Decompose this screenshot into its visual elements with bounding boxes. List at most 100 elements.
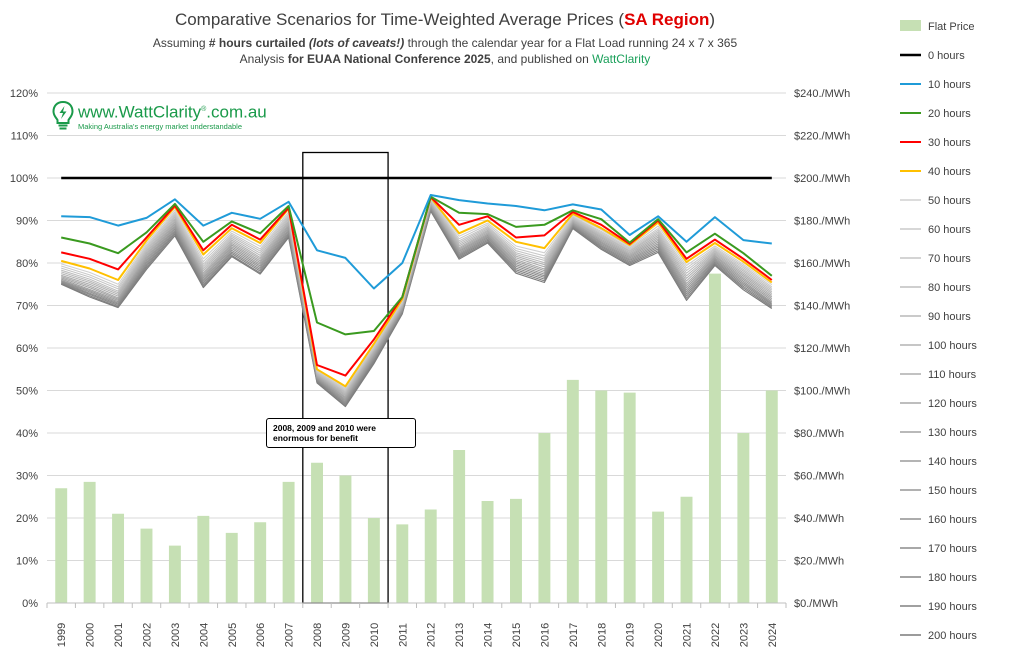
legend-label-120-hours: 120 hours bbox=[928, 398, 977, 410]
x-tick-label: 2015 bbox=[511, 623, 523, 647]
right-tick-label: $120./MWh bbox=[794, 343, 850, 355]
left-tick-label: 60% bbox=[16, 343, 38, 355]
right-tick-label: $180./MWh bbox=[794, 216, 850, 228]
x-tick-label: 2000 bbox=[85, 623, 97, 647]
bar bbox=[396, 524, 409, 603]
bar bbox=[140, 528, 153, 603]
left-tick-label: 20% bbox=[16, 513, 38, 525]
x-tick-label: 2002 bbox=[141, 623, 153, 647]
right-tick-label: $220./MWh bbox=[794, 131, 850, 143]
bar bbox=[481, 501, 494, 603]
bar bbox=[339, 475, 352, 603]
x-tick-label: 2006 bbox=[255, 623, 267, 647]
bar bbox=[708, 273, 721, 603]
legend-label-90-hours: 90 hours bbox=[928, 311, 971, 323]
bar bbox=[367, 518, 380, 603]
legend-label-170-hours: 170 hours bbox=[928, 543, 977, 555]
legend-label-20-hours: 20 hours bbox=[928, 108, 971, 120]
bar bbox=[595, 390, 608, 603]
right-tick-label: $100./MWh bbox=[794, 386, 850, 398]
x-tick-label: 2019 bbox=[625, 623, 637, 647]
wattclarity-logo: www.WattClarity®.com.au Making Australia… bbox=[52, 101, 267, 132]
x-tick-label: 2008 bbox=[312, 623, 324, 647]
bar bbox=[254, 522, 267, 603]
bar bbox=[83, 481, 96, 603]
right-tick-label: $40./MWh bbox=[794, 513, 844, 525]
x-tick-label: 2009 bbox=[340, 623, 352, 647]
x-tick-label: 2005 bbox=[227, 623, 239, 647]
x-tick-label: 2016 bbox=[539, 623, 551, 647]
bar bbox=[453, 450, 466, 603]
x-tick-label: 2023 bbox=[738, 623, 750, 647]
bar bbox=[623, 392, 636, 603]
left-tick-label: 120% bbox=[10, 88, 38, 100]
chart-title: Comparative Scenarios for Time-Weighted … bbox=[174, 10, 716, 29]
lines bbox=[60, 176, 773, 408]
legend-swatch-flat-price bbox=[900, 20, 921, 31]
legend-label-10-hours: 10 hours bbox=[928, 79, 971, 91]
x-tick-label: 2018 bbox=[596, 623, 608, 647]
legend-label-140-hours: 140 hours bbox=[928, 456, 977, 468]
x-tick-label: 2007 bbox=[284, 623, 296, 647]
left-tick-label: 90% bbox=[16, 216, 38, 228]
legend-label-200-hours: 200 hours bbox=[928, 630, 977, 642]
bar bbox=[510, 498, 522, 603]
bar bbox=[168, 545, 181, 603]
chart-subtitle-1: Assuming # hours curtailed (lots of cave… bbox=[152, 36, 738, 50]
right-tick-label: $240./MWh bbox=[794, 88, 850, 100]
x-tick-label: 2011 bbox=[397, 623, 409, 647]
bar bbox=[566, 379, 579, 603]
x-tick-label: 2001 bbox=[113, 623, 125, 647]
legend-label-60-hours: 60 hours bbox=[928, 224, 971, 236]
legend-label-50-hours: 50 hours bbox=[928, 195, 971, 207]
x-tick-label: 2014 bbox=[483, 623, 495, 647]
x-tick-label: 2013 bbox=[454, 623, 466, 647]
left-tick-label: 40% bbox=[16, 428, 38, 440]
x-tick-label: 2021 bbox=[682, 623, 694, 647]
x-tick-label: 2012 bbox=[426, 623, 438, 647]
grid bbox=[47, 92, 786, 604]
series-line-10-hours bbox=[61, 194, 772, 290]
axes: 0% 10% 20% 30% 40% 50% 60% 70% 80% 90% 100% 110% 120… bbox=[10, 88, 850, 647]
bars bbox=[55, 273, 778, 603]
bar bbox=[538, 433, 551, 603]
bar bbox=[680, 496, 693, 603]
title-region: SA Region bbox=[624, 10, 710, 29]
legend-label-150-hours: 150 hours bbox=[928, 485, 977, 497]
bar bbox=[55, 488, 68, 603]
annotation-box: 2008, 2009 and 2010 were enormous for be… bbox=[266, 418, 416, 448]
left-tick-label: 0% bbox=[22, 598, 38, 610]
left-tick-label: 110% bbox=[11, 131, 39, 143]
legend-label-190-hours: 190 hours bbox=[928, 601, 977, 613]
bar bbox=[652, 511, 665, 603]
x-tick-label: 1999 bbox=[56, 623, 68, 647]
legend-label-80-hours: 80 hours bbox=[928, 282, 971, 294]
chart-subtitle-2: Analysis for EUAA National Conference 20… bbox=[239, 52, 651, 66]
legend-label-100-hours: 100 hours bbox=[928, 340, 977, 352]
right-tick-label: $160./MWh bbox=[794, 258, 850, 270]
x-tick-label: 2017 bbox=[568, 623, 580, 647]
lightbulb-icon bbox=[52, 101, 74, 130]
x-tick-label: 2003 bbox=[170, 623, 182, 647]
right-tick-label: $60./MWh bbox=[794, 471, 844, 483]
bar bbox=[112, 513, 125, 603]
left-tick-label: 80% bbox=[16, 258, 38, 270]
legend-label-130-hours: 130 hours bbox=[928, 427, 977, 439]
legend-label-0-hours: 0 hours bbox=[928, 50, 965, 62]
x-tick-label: 2010 bbox=[369, 623, 381, 647]
series-line-160-hours bbox=[61, 207, 773, 403]
x-tick-label: 2020 bbox=[653, 623, 665, 647]
bar bbox=[282, 481, 295, 603]
left-tick-label: 70% bbox=[16, 301, 38, 313]
series-line-20-hours bbox=[60, 195, 773, 336]
right-tick-label: $20./MWh bbox=[794, 556, 844, 568]
right-tick-label: $0./MWh bbox=[794, 598, 838, 610]
legend-label-40-hours: 40 hours bbox=[928, 166, 971, 178]
right-tick-label: $80./MWh bbox=[794, 428, 844, 440]
legend-label-30-hours: 30 hours bbox=[928, 137, 971, 149]
legend-label-flat-price: Flat Price bbox=[928, 21, 974, 33]
legend-label-160-hours: 160 hours bbox=[928, 514, 977, 526]
left-tick-label: 100% bbox=[10, 173, 38, 185]
legend-label-70-hours: 70 hours bbox=[928, 253, 971, 265]
